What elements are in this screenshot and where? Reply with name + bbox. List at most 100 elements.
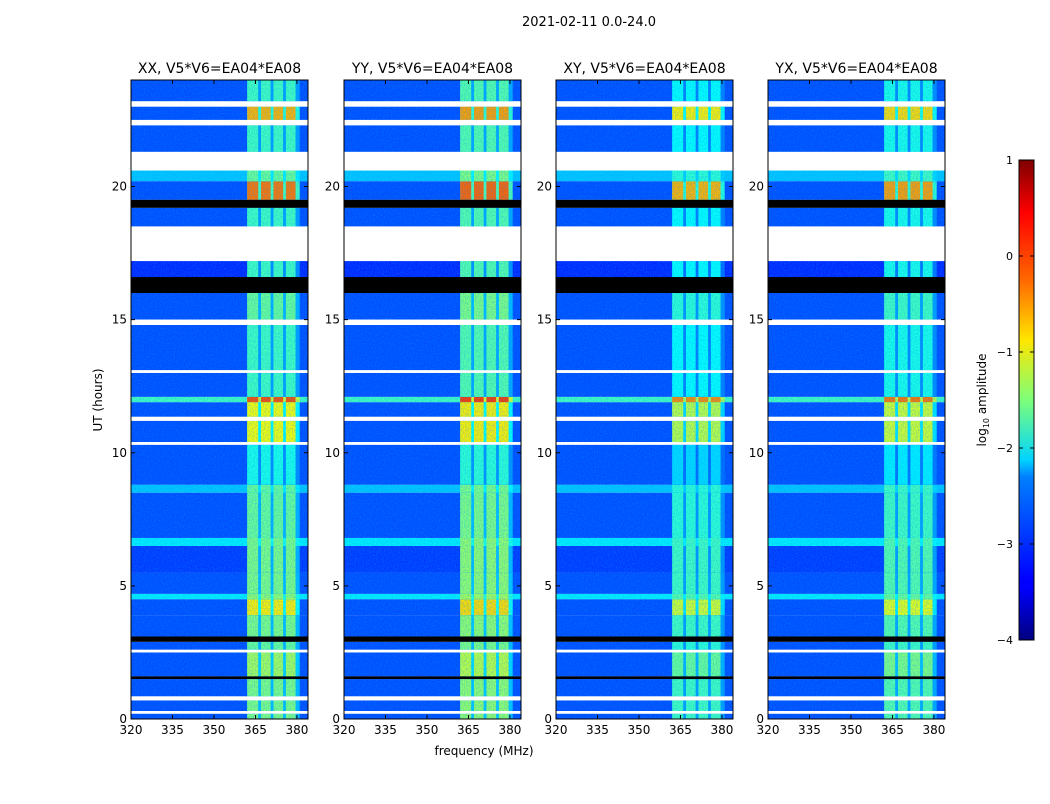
flagged-band — [768, 119, 945, 126]
panel-title: YX, V5*V6=EA04*EA08 — [774, 61, 937, 77]
y-tick-label: 0 — [756, 712, 764, 726]
y-tick-label: 20 — [749, 180, 764, 194]
flagged-band — [556, 151, 733, 171]
x-tick-label: 320 — [120, 723, 143, 737]
panel-title: XX, V5*V6=EA04*EA08 — [138, 61, 301, 77]
zero-band — [556, 676, 733, 680]
zero-band — [344, 636, 521, 642]
flagged-band — [344, 711, 521, 714]
flagged-band — [768, 319, 945, 325]
x-tick-label: 320 — [333, 723, 356, 737]
flagged-band — [344, 101, 521, 107]
flagged-band — [768, 101, 945, 107]
flagged-band — [768, 649, 945, 653]
flagged-band — [556, 711, 733, 714]
y-tick-label: 20 — [537, 180, 552, 194]
x-tick-label: 380 — [710, 723, 733, 737]
x-tick-label: 350 — [628, 723, 651, 737]
x-tick-label: 380 — [285, 723, 308, 737]
x-tick-label: 380 — [922, 723, 945, 737]
x-tick-label: 365 — [457, 723, 480, 737]
flagged-band — [344, 416, 521, 421]
flagged-band — [768, 442, 945, 445]
flagged-band — [344, 226, 521, 262]
axes-frame — [130, 79, 309, 720]
axes-frame — [555, 79, 734, 720]
panel-1: XX, V5*V6=EA04*EA08 320 335 350 365 380 0 5 10 15… — [112, 61, 309, 737]
flagged-band — [131, 101, 308, 107]
flagged-band — [131, 416, 308, 421]
zero-band — [131, 636, 308, 642]
zero-band — [131, 676, 308, 680]
colorbar-label: log10 amplitude — [975, 354, 991, 447]
flagged-band — [131, 370, 308, 373]
y-tick-label: 15 — [325, 313, 340, 327]
figure-title: 2021-02-11 0.0-24.0 — [522, 15, 656, 30]
flagged-band — [556, 442, 733, 445]
panel-4: YX, V5*V6=EA04*EA08 320 335 350 365 380 0 5 10 15… — [749, 61, 946, 737]
y-tick-label: 5 — [544, 579, 552, 593]
flagged-band — [131, 442, 308, 445]
flagged-band — [344, 151, 521, 171]
axes-frame — [343, 79, 522, 720]
x-tick-label: 365 — [881, 723, 904, 737]
flagged-band — [768, 226, 945, 262]
y-tick-label: 15 — [537, 313, 552, 327]
y-tick-label: 0 — [119, 712, 127, 726]
flagged-band — [131, 119, 308, 126]
flagged-band — [131, 711, 308, 714]
flagged-band — [344, 119, 521, 126]
noise-texture — [344, 80, 521, 719]
flagged-band — [344, 319, 521, 325]
x-tick-label: 380 — [498, 723, 521, 737]
y-tick-label: 5 — [332, 579, 340, 593]
colorbar-gradient — [1018, 159, 1035, 641]
y-tick-label: 15 — [749, 313, 764, 327]
y-axis-label: UT (hours) — [91, 368, 105, 431]
flagged-band — [131, 226, 308, 262]
zero-band — [344, 199, 521, 208]
flagged-band — [344, 696, 521, 701]
panel-2: YY, V5*V6=EA04*EA08 320 335 350 365 380 0 5 10 15… — [325, 61, 522, 737]
colorbar-tick-label: −2 — [997, 442, 1013, 455]
zero-band — [344, 676, 521, 680]
noise-texture — [131, 80, 308, 719]
x-tick-label: 365 — [244, 723, 267, 737]
panel-title: YY, V5*V6=EA04*EA08 — [351, 61, 513, 77]
flagged-band — [131, 649, 308, 653]
zero-band — [768, 676, 945, 680]
flagged-band — [556, 649, 733, 653]
flagged-band — [556, 119, 733, 126]
flagged-band — [344, 370, 521, 373]
x-tick-label: 335 — [161, 723, 184, 737]
flagged-band — [556, 101, 733, 107]
colorbar: log10 amplitude 10−1−2−3−4 — [975, 154, 1035, 647]
x-tick-label: 335 — [586, 723, 609, 737]
y-tick-label: 10 — [325, 446, 340, 460]
zero-band — [131, 199, 308, 208]
zero-band — [131, 277, 308, 293]
x-tick-label: 350 — [416, 723, 439, 737]
flagged-band — [768, 696, 945, 701]
zero-band — [556, 277, 733, 293]
x-tick-label: 335 — [374, 723, 397, 737]
y-tick-label: 0 — [544, 712, 552, 726]
axes-frame — [767, 79, 946, 720]
flagged-band — [556, 416, 733, 421]
colorbar-tick-label: −1 — [997, 346, 1013, 359]
zero-band — [556, 636, 733, 642]
colorbar-tick-label: 1 — [1006, 154, 1013, 167]
flagged-band — [556, 319, 733, 325]
zero-band — [344, 277, 521, 293]
zero-band — [768, 636, 945, 642]
flagged-band — [344, 442, 521, 445]
flagged-band — [768, 151, 945, 171]
x-tick-label: 365 — [669, 723, 692, 737]
flagged-band — [768, 711, 945, 714]
flagged-band — [131, 319, 308, 325]
x-tick-label: 320 — [545, 723, 568, 737]
x-tick-label: 320 — [757, 723, 780, 737]
y-tick-label: 5 — [756, 579, 764, 593]
x-tick-label: 335 — [798, 723, 821, 737]
